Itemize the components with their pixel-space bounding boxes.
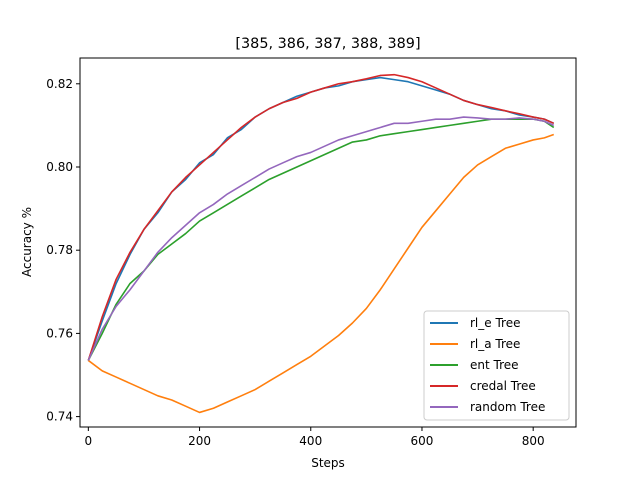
y-axis-label: Accuracy % (20, 207, 34, 277)
series-line-2 (87, 118, 555, 361)
x-tick-label: 200 (188, 434, 211, 448)
chart-title: [385, 386, 387, 388, 389] (235, 36, 420, 52)
y-tick-label: 0.80 (46, 160, 73, 174)
y-tick-label: 0.76 (46, 326, 73, 340)
series-line-4 (87, 116, 555, 361)
legend-label: rl_a Tree (470, 337, 520, 351)
series-layer (87, 73, 555, 414)
legend-label: ent Tree (470, 358, 519, 372)
legend-label: credal Tree (470, 379, 536, 393)
y-tick-label: 0.82 (46, 77, 73, 91)
plot-frame (79, 57, 577, 428)
y-axis: 0.74 0.76 0.78 0.80 0.82 (46, 77, 80, 424)
y-tick-label: 0.78 (46, 243, 73, 257)
y-tick-label: 0.74 (46, 410, 73, 424)
legend: rl_e Tree rl_a Tree ent Tree credal Tree ran… (423, 310, 570, 421)
x-tick-label: 400 (299, 434, 322, 448)
x-tick-label: 800 (522, 434, 545, 448)
x-tick-label: 600 (411, 434, 434, 448)
legend-label: random Tree (470, 400, 545, 414)
legend-label: rl_e Tree (470, 316, 520, 330)
x-tick-label: 0 (85, 434, 93, 448)
legend-box (423, 310, 570, 421)
x-axis-label: Steps (311, 456, 345, 470)
x-axis: 0 200 400 600 800 (85, 427, 545, 448)
series-line-1 (87, 133, 555, 414)
series-line-3 (87, 73, 555, 361)
